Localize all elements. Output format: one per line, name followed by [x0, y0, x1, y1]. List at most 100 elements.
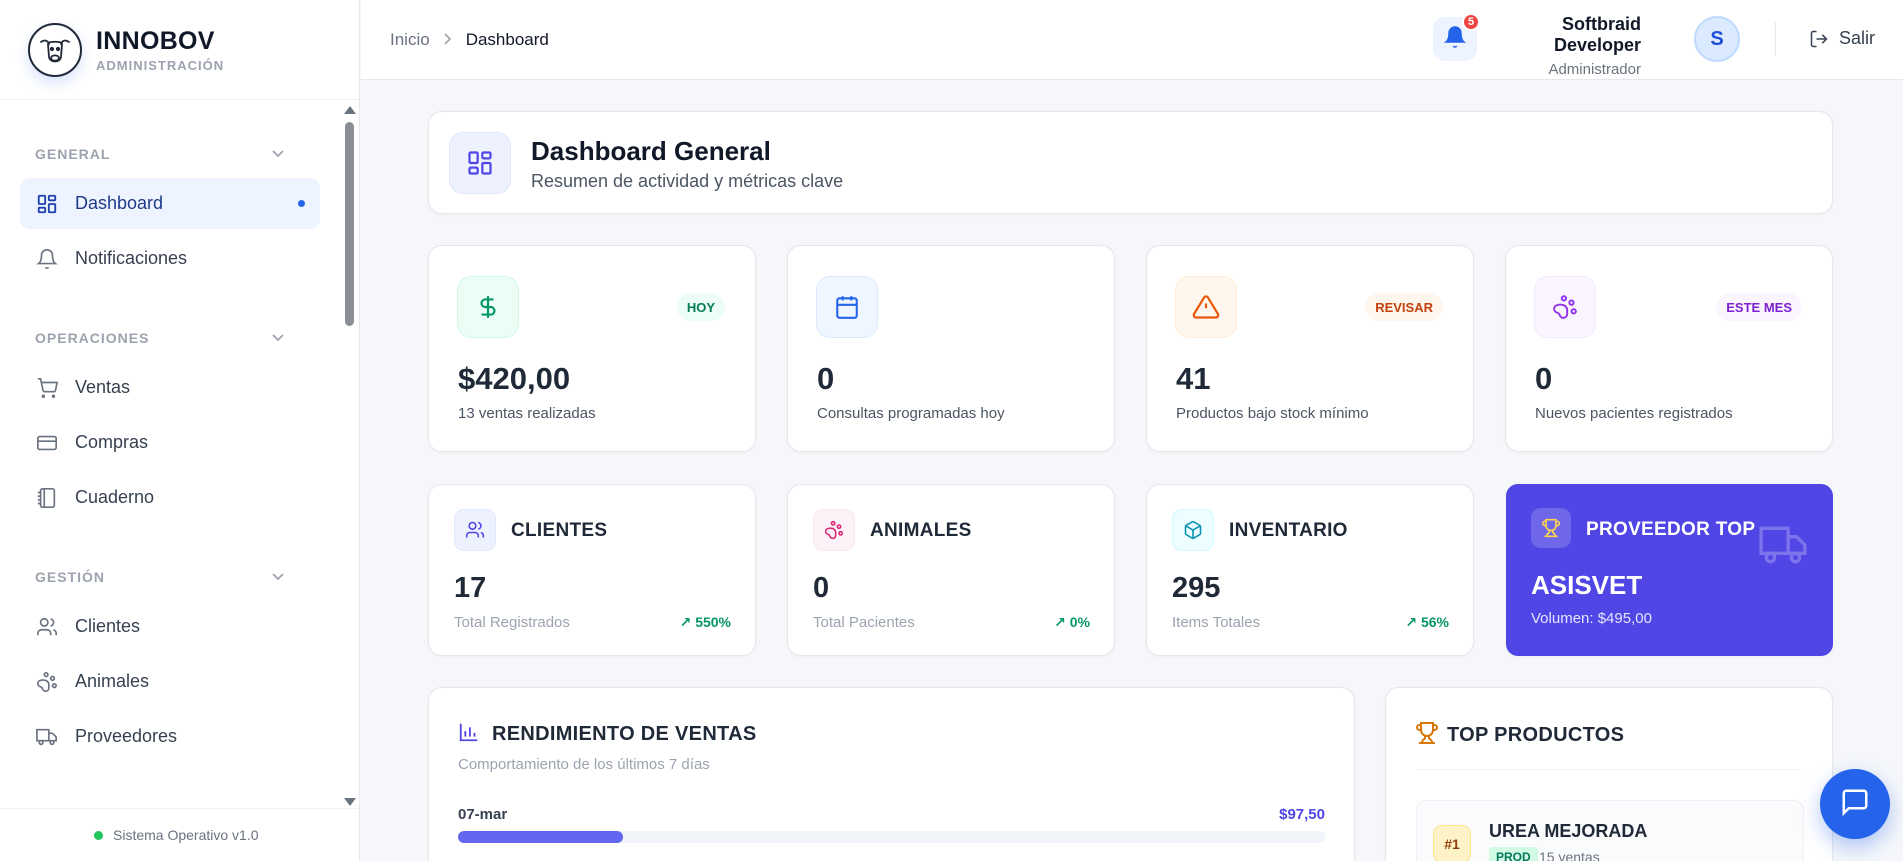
truck-icon	[1755, 520, 1813, 575]
sidebar-item-label: Dashboard	[75, 193, 164, 213]
metric-title: CLIENTES	[511, 520, 608, 541]
box-icon	[1172, 509, 1214, 551]
page-subtitle: Resumen de actividad y métricas clave	[531, 171, 844, 191]
list-item[interactable]: #1 UREA MEJORADA PROD 15 ventas	[1416, 800, 1804, 861]
metric-value: 17	[454, 572, 487, 604]
sidebar-scrollbar[interactable]	[342, 104, 356, 808]
logout-label: Salir	[1839, 28, 1876, 48]
metric-title: ANIMALES	[870, 520, 972, 541]
stat-label: 13 ventas realizadas	[458, 405, 596, 422]
trend-value: 550%	[695, 614, 731, 630]
grid-icon	[35, 192, 59, 216]
sidebar-item-label: Notificaciones	[75, 248, 188, 268]
scroll-up-arrow-icon[interactable]	[344, 106, 356, 114]
sidebar-item-cuaderno[interactable]: Cuaderno	[20, 472, 320, 523]
user-info[interactable]: Softbraid Developer Administrador	[1491, 14, 1641, 78]
chevron-down-icon	[272, 570, 284, 584]
trend-indicator: ↗ 56%	[1405, 614, 1449, 630]
top-provider-card[interactable]: PROVEEDOR TOP ASISVET Volumen: $495,00	[1506, 484, 1833, 656]
user-role: Administrador	[1548, 61, 1641, 78]
truck-icon	[35, 725, 59, 749]
sales-bar-date: 07-mar	[458, 806, 508, 823]
paw-icon	[1534, 276, 1596, 338]
rank-badge: #1	[1433, 825, 1471, 861]
notifications-button[interactable]: 5	[1433, 13, 1480, 61]
scrollbar-thumb[interactable]	[345, 122, 354, 326]
stat-value: 41	[1176, 361, 1211, 396]
breadcrumb-home-link[interactable]: Inicio	[390, 29, 430, 49]
stat-label: Productos bajo stock mínimo	[1176, 405, 1369, 422]
system-status: Sistema Operativo v1.0	[0, 808, 360, 861]
chat-button[interactable]	[1820, 769, 1890, 839]
section-label: GENERAL	[35, 146, 111, 162]
stat-value: $420,00	[458, 361, 571, 396]
trend-value: 0%	[1069, 614, 1090, 630]
active-indicator	[298, 200, 305, 207]
sales-bar-fill	[458, 831, 623, 843]
breadcrumb-current: Dashboard	[465, 29, 549, 49]
section-gestion[interactable]: GESTIÓN	[0, 553, 342, 601]
bar-chart-icon	[458, 721, 480, 748]
header-divider	[1775, 22, 1776, 56]
sidebar-item-notificaciones[interactable]: Notificaciones	[20, 233, 320, 284]
stat-card-sales[interactable]: HOY $420,00 13 ventas realizadas	[428, 245, 756, 452]
metric-label: Total Pacientes	[813, 614, 915, 631]
top-provider-title: PROVEEDOR TOP	[1586, 519, 1756, 540]
cart-icon	[35, 376, 59, 400]
dollar-icon	[457, 276, 519, 338]
sidebar-item-ventas[interactable]: Ventas	[20, 362, 320, 413]
sidebar-item-dashboard[interactable]: Dashboard	[20, 178, 320, 229]
top-provider-name: ASISVET	[1531, 570, 1643, 600]
section-label: GESTIÓN	[35, 569, 106, 585]
sidebar-item-label: Clientes	[75, 616, 141, 636]
trend-indicator: ↗ 0%	[1054, 614, 1090, 630]
stat-card-new-patients[interactable]: ESTE MES 0 Nuevos pacientes registrados	[1505, 245, 1833, 452]
section-label: OPERACIONES	[35, 330, 150, 346]
grid-icon	[449, 132, 511, 194]
cow-logo-icon	[28, 22, 82, 77]
sidebar-item-compras[interactable]: Compras	[20, 417, 320, 468]
sidebar-item-proveedores[interactable]: Proveedores	[20, 711, 320, 762]
dashboard-title-card: Dashboard General Resumen de actividad y…	[428, 111, 1833, 214]
avatar[interactable]: S	[1694, 16, 1740, 62]
metric-label: Total Registrados	[454, 614, 570, 631]
top-products-card: TOP PRODUCTOS #1 UREA MEJORADA PROD 15 v…	[1385, 687, 1833, 861]
notebook-icon	[35, 486, 59, 510]
trend-indicator: ↗ 550%	[679, 614, 731, 630]
sales-bar-track	[458, 831, 1325, 843]
section-title: RENDIMIENTO DE VENTAS	[492, 723, 757, 745]
bell-icon	[35, 247, 59, 271]
stat-card-appointments[interactable]: 0 Consultas programadas hoy	[787, 245, 1115, 452]
stat-value: 0	[817, 361, 835, 396]
metric-card-clientes[interactable]: CLIENTES 17 Total Registrados ↗ 550%	[428, 484, 756, 656]
trophy-icon	[1415, 721, 1439, 750]
sidebar-item-animales[interactable]: Animales	[20, 656, 320, 707]
scroll-down-arrow-icon[interactable]	[344, 798, 356, 806]
paw-icon	[813, 509, 855, 551]
stat-card-low-stock[interactable]: REVISAR 41 Productos bajo stock mínimo	[1146, 245, 1474, 452]
top-header: Inicio Dashboard 5 Softbraid Developer A…	[361, 0, 1903, 80]
sidebar-item-label: Animales	[75, 671, 150, 691]
sidebar-item-label: Ventas	[75, 377, 131, 397]
metric-value: 0	[813, 572, 830, 604]
top-provider-volume: Volumen: $495,00	[1531, 610, 1652, 627]
section-general[interactable]: GENERAL	[0, 130, 342, 178]
sidebar-item-clientes[interactable]: Clientes	[20, 601, 320, 652]
metric-card-inventario[interactable]: INVENTARIO 295 Items Totales ↗ 56%	[1146, 484, 1474, 656]
metric-card-animales[interactable]: ANIMALES 0 Total Pacientes ↗ 0%	[787, 484, 1115, 656]
sidebar-item-label: Cuaderno	[75, 487, 155, 507]
trophy-icon	[1531, 508, 1571, 548]
trend-value: 56%	[1420, 614, 1449, 630]
metric-value: 295	[1172, 572, 1221, 604]
section-operaciones[interactable]: OPERACIONES	[0, 314, 342, 362]
page-title: Dashboard General	[531, 136, 771, 166]
logout-button[interactable]: Salir	[1809, 28, 1875, 49]
status-badge: REVISAR	[1365, 293, 1443, 321]
sales-performance-card: RENDIMIENTO DE VENTAS Comportamiento de …	[428, 687, 1355, 861]
brand: INNOBOV ADMINISTRACIÓN	[0, 0, 359, 100]
stat-label: Nuevos pacientes registrados	[1535, 405, 1733, 422]
sidebar-nav: GENERAL Dashboard Notificaciones OPERACI…	[0, 100, 342, 808]
metric-title: INVENTARIO	[1229, 520, 1348, 541]
brand-name: INNOBOV	[96, 26, 215, 55]
product-sales: 15 ventas	[1539, 849, 1600, 861]
